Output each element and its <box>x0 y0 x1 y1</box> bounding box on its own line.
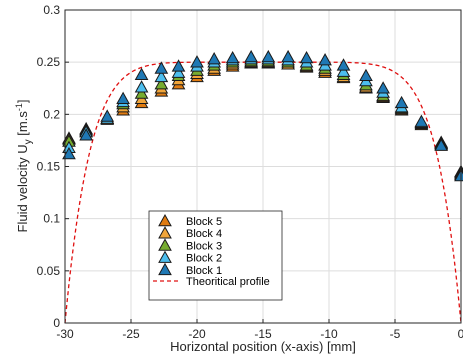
data-point <box>394 95 409 109</box>
data-point <box>225 50 240 64</box>
data-point <box>414 114 429 127</box>
data-point <box>171 59 186 72</box>
legend-marker <box>158 250 172 263</box>
y-tick-label: 0.3 <box>43 3 60 17</box>
data-point <box>376 81 390 94</box>
data-point <box>336 64 351 77</box>
legend-label: Block 2 <box>186 253 222 265</box>
x-tick-label: -30 <box>56 327 74 341</box>
data-point <box>318 53 332 66</box>
y-tick-label: 0.2 <box>43 107 60 121</box>
legend-marker <box>158 238 172 251</box>
data-point <box>171 65 186 78</box>
data-point <box>62 146 76 160</box>
legend-label: Block 1 <box>186 265 222 277</box>
legend-label: Block 4 <box>186 228 222 240</box>
x-tick-label: -10 <box>320 327 338 341</box>
data-point <box>207 52 222 65</box>
data-point <box>281 49 295 63</box>
x-tick-label: -20 <box>188 327 206 341</box>
legend-marker <box>158 213 172 227</box>
data-point <box>134 80 149 93</box>
legend-marker <box>158 262 172 276</box>
legend-label: Theoritical profile <box>186 276 270 288</box>
data-point <box>336 58 351 71</box>
y-tick-label: 0.15 <box>37 160 61 174</box>
x-tick-label: -25 <box>122 327 140 341</box>
data-markers <box>62 49 463 182</box>
data-point <box>134 67 149 80</box>
data-point <box>154 69 169 83</box>
legend-label: Block 3 <box>186 240 222 252</box>
y-tick-label: 0 <box>53 316 60 330</box>
data-point <box>261 49 276 63</box>
x-tick-label: 0 <box>458 327 463 341</box>
legend-label: Block 5 <box>186 216 222 228</box>
x-axis-label: Horizontal position (x-axis) [mm] <box>170 339 356 354</box>
y-tick-label: 0.25 <box>37 55 61 69</box>
data-point <box>116 91 130 104</box>
data-point <box>134 86 149 99</box>
x-tick-label: -15 <box>254 327 272 341</box>
data-point <box>154 77 169 90</box>
data-point <box>154 61 169 74</box>
legend-marker <box>158 226 172 239</box>
data-point <box>244 49 258 63</box>
y-tick-label: 0.1 <box>43 212 60 226</box>
data-point <box>359 68 373 82</box>
data-point <box>190 55 204 68</box>
data-point <box>299 50 314 64</box>
data-point <box>79 128 93 141</box>
data-point <box>434 138 449 151</box>
y-tick-label: 0.05 <box>37 264 61 278</box>
data-point <box>100 109 115 122</box>
y-axis-label: Fluid velocity Uy [m.s-1] <box>14 100 34 233</box>
axes-box <box>64 9 462 324</box>
y-tick-labels: 0 0.05 0.1 0.15 0.2 0.25 0.3 <box>37 3 61 330</box>
x-tick-label: -5 <box>390 327 401 341</box>
x-tick-labels: -30 -25 -20 -15 -10 -5 0 <box>56 327 463 341</box>
series-block-1 <box>62 49 463 182</box>
